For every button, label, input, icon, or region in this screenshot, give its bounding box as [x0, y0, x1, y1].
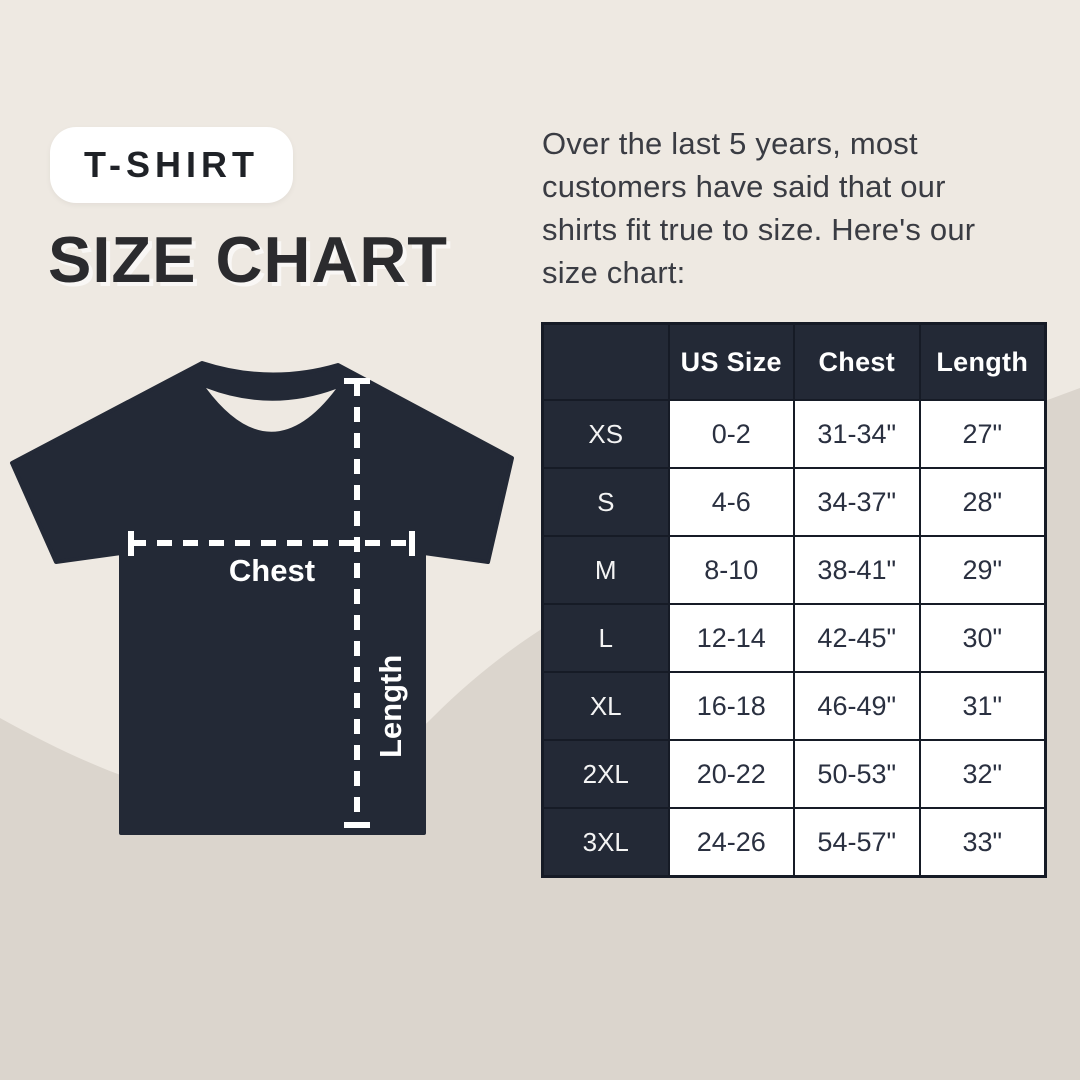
length-cell: 28" [920, 469, 1044, 535]
tshirt-badge: T-SHIRT [50, 127, 293, 203]
chest-label: Chest [229, 553, 315, 588]
us-size-cell: 0-2 [669, 401, 793, 467]
length-cell: 30" [920, 605, 1044, 671]
intro-line: customers have said that our [542, 169, 946, 204]
tshirt-silhouette [10, 361, 514, 835]
us-size-cell: 8-10 [669, 537, 793, 603]
length-cell: 31" [920, 673, 1044, 739]
chest-cell: 42-45" [795, 605, 919, 671]
us-size-cell: 4-6 [669, 469, 793, 535]
header-cell-blank [544, 325, 668, 399]
chest-cell: 46-49" [795, 673, 919, 739]
length-cell: 32" [920, 741, 1044, 807]
length-cell: 27" [920, 401, 1044, 467]
intro-line: Over the last 5 years, most [542, 126, 918, 161]
size-table: US Size Chest Length XS 0-2 31-34" 27" S 4-6 34-3… [541, 322, 1047, 878]
header-cell-chest: Chest [795, 325, 919, 399]
us-size-cell: 20-22 [669, 741, 793, 807]
size-label-cell: 3XL [544, 809, 668, 875]
intro-paragraph: Over the last 5 years, most customers ha… [542, 122, 975, 294]
length-measure-line [344, 378, 370, 828]
tshirt-diagram: Chest Length [10, 361, 514, 835]
neck-opening [206, 388, 336, 432]
header-cell-length: Length [920, 325, 1044, 399]
size-label-cell: 2XL [544, 741, 668, 807]
size-label-cell: XS [544, 401, 668, 467]
page-title: SIZE CHART [48, 223, 448, 296]
intro-line: shirts fit true to size. Here's our [542, 212, 976, 247]
chest-cell: 54-57" [795, 809, 919, 875]
chest-cell: 50-53" [795, 741, 919, 807]
chest-measure-line [128, 531, 415, 556]
size-label-cell: L [544, 605, 668, 671]
size-label-cell: S [544, 469, 668, 535]
length-cell: 33" [920, 809, 1044, 875]
chest-cell: 31-34" [795, 401, 919, 467]
length-label: Length [373, 655, 408, 758]
size-label-cell: M [544, 537, 668, 603]
intro-line: size chart: [542, 255, 686, 290]
size-label-cell: XL [544, 673, 668, 739]
us-size-cell: 24-26 [669, 809, 793, 875]
us-size-cell: 12-14 [669, 605, 793, 671]
us-size-cell: 16-18 [669, 673, 793, 739]
chest-cell: 38-41" [795, 537, 919, 603]
length-cell: 29" [920, 537, 1044, 603]
header-cell-us-size: US Size [669, 325, 793, 399]
chest-cell: 34-37" [795, 469, 919, 535]
tshirt-badge-label: T-SHIRT [84, 144, 259, 185]
